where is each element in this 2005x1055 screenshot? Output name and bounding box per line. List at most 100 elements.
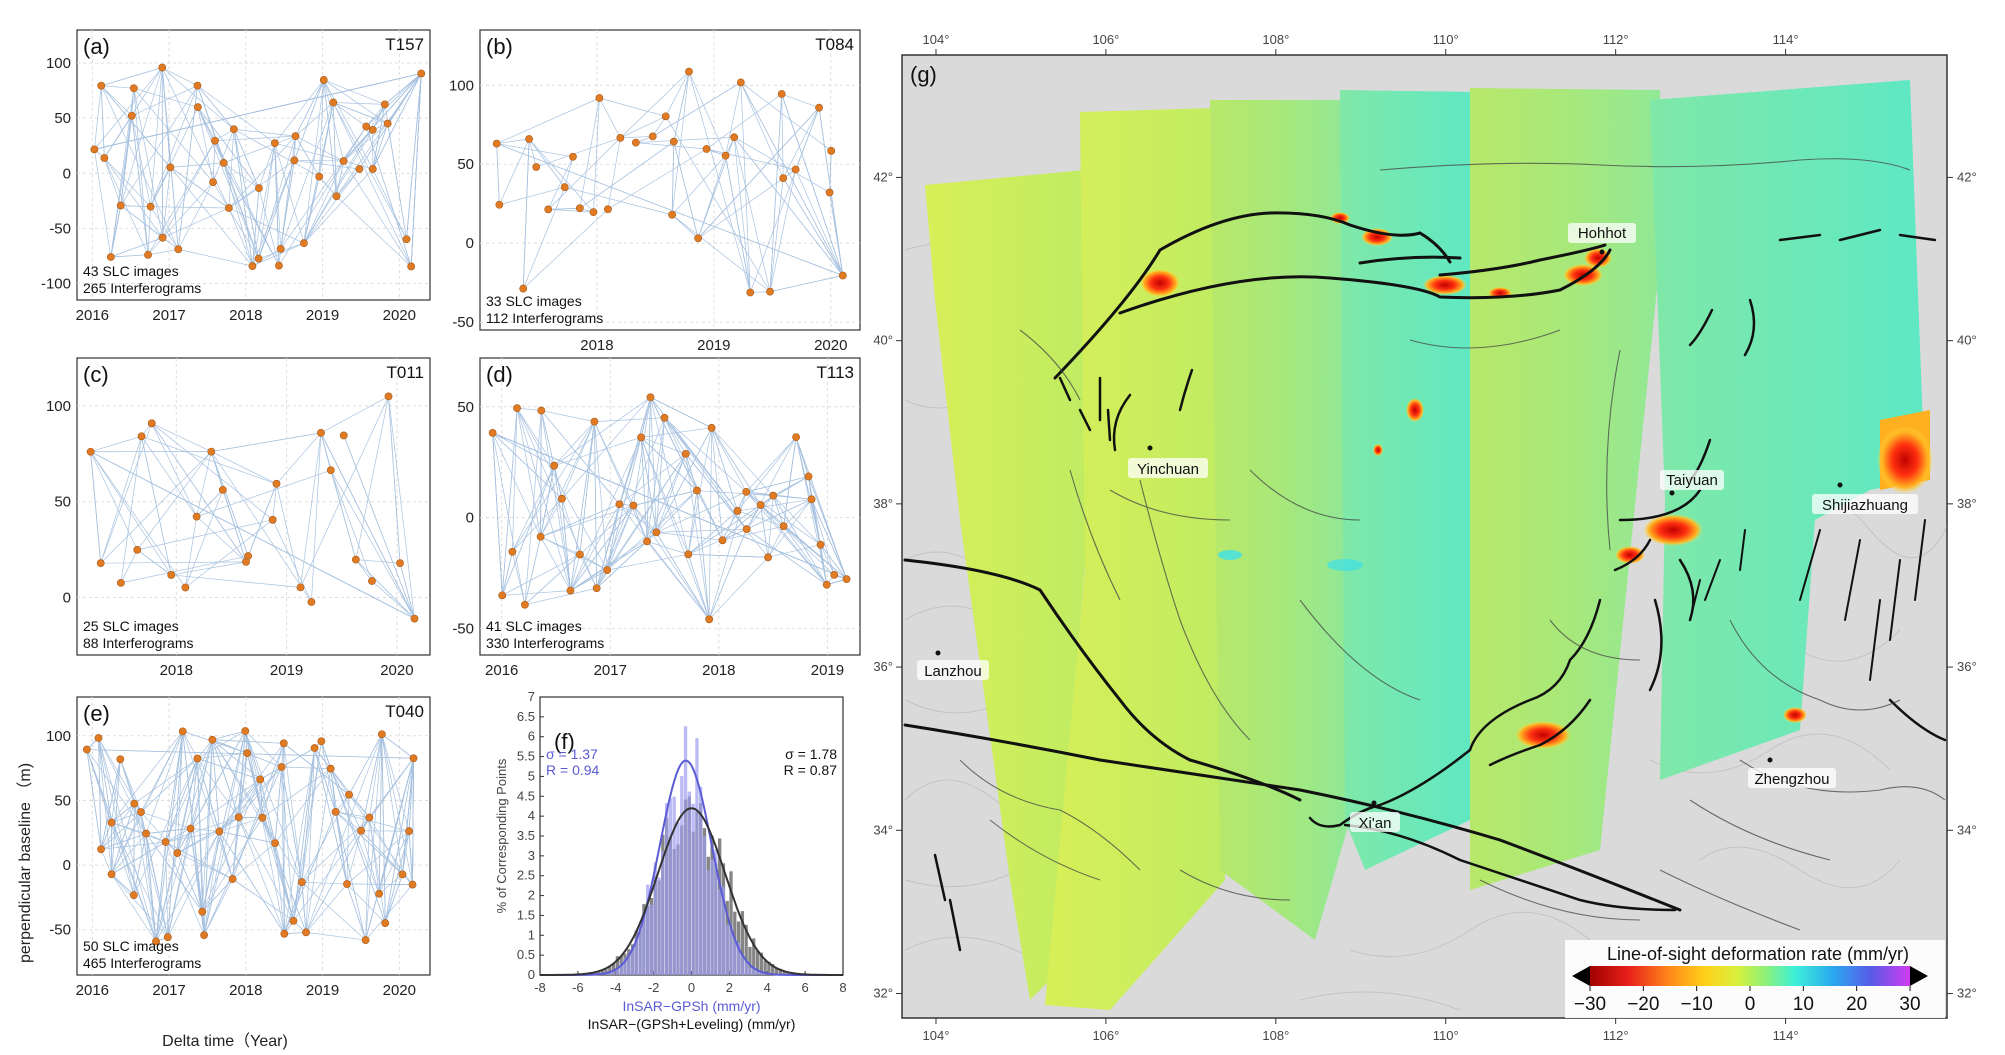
y-tick-label: -50: [49, 220, 71, 237]
interferogram-line: [501, 551, 513, 596]
interferogram-line: [522, 187, 566, 289]
interferogram-line: [769, 169, 796, 292]
interferogram-line: [232, 817, 240, 880]
interferogram-line: [100, 833, 147, 850]
interferogram-line: [104, 157, 163, 238]
scene-point: [229, 125, 238, 134]
interferogram-line: [111, 803, 135, 823]
interferogram-line: [294, 160, 360, 170]
xlabel-gpsh: InSAR−GPSh (mm/yr): [622, 998, 760, 1014]
scene-point: [368, 165, 377, 173]
interferogram-line: [295, 135, 320, 177]
interferogram-line: [570, 554, 581, 591]
interferogram-line: [294, 160, 344, 162]
interferogram-line: [98, 738, 102, 850]
hist-bar-gpsh: [691, 803, 695, 975]
panel-note: 41 SLC images: [486, 618, 582, 634]
interferogram-line: [283, 743, 285, 934]
interferogram-line: [133, 758, 198, 896]
interferogram-line: [305, 817, 370, 933]
scene-point: [297, 878, 306, 887]
interferogram-line: [110, 254, 149, 258]
scene-point: [130, 799, 139, 808]
interferogram-line: [664, 417, 687, 455]
scene-point: [595, 94, 604, 102]
interferogram-line: [147, 206, 151, 255]
scene-point: [276, 245, 285, 253]
interferogram-line: [233, 128, 320, 177]
interferogram-line: [223, 162, 259, 259]
interferogram-line: [596, 541, 648, 589]
scene-point: [291, 132, 300, 141]
interferogram-line: [162, 207, 229, 239]
lon-tick-label-bottom: 112°: [1603, 1028, 1629, 1043]
interferogram-line: [733, 137, 771, 292]
scene-point: [646, 393, 655, 402]
hist-bar-combined: [729, 871, 733, 975]
interferogram-line: [381, 734, 413, 885]
x-tick-label: 8: [839, 980, 846, 995]
stat-combined: σ = 1.78: [785, 746, 837, 762]
x-tick-label: 2019: [306, 307, 339, 324]
x-tick-label: 2017: [152, 982, 185, 999]
x-tick-label: 2019: [811, 662, 844, 679]
scene-point: [705, 615, 714, 624]
interferogram-line: [196, 489, 224, 517]
interferogram-line: [323, 79, 337, 197]
interferogram-line: [323, 79, 334, 103]
interferogram-line: [671, 141, 675, 215]
x-tick-label: -4: [610, 980, 622, 995]
interferogram-line: [369, 817, 403, 875]
interferogram-line: [274, 143, 282, 249]
interferogram-line: [104, 157, 149, 255]
lat-tick-label-left: 42°: [873, 169, 893, 184]
xlabel-delta-time: Delta time（Year): [162, 1032, 288, 1050]
hotspot: [1515, 721, 1571, 749]
interferogram-line: [223, 162, 253, 267]
interferogram-line: [650, 397, 657, 533]
scene-point: [730, 133, 739, 142]
interferogram-line: [501, 408, 518, 596]
interferogram-line: [303, 168, 360, 244]
city-taiyuan: Taiyuan: [1660, 470, 1724, 496]
interferogram-line: [740, 82, 844, 276]
interferogram-line: [219, 831, 276, 844]
interferogram-line: [412, 758, 414, 885]
hist-bar-combined: [752, 938, 756, 975]
interferogram-line: [211, 451, 312, 603]
interferogram-line: [185, 516, 197, 588]
x-tick-label: 2017: [594, 662, 627, 679]
interferogram-line: [355, 559, 373, 582]
scene-point: [357, 826, 366, 835]
x-tick-label: 2020: [383, 307, 416, 324]
scene-point: [289, 916, 298, 925]
y-tick-label: 3: [528, 848, 535, 863]
interferogram-line: [620, 71, 690, 139]
interferogram-line: [197, 739, 213, 759]
interferogram-line: [737, 498, 812, 512]
scene-point: [362, 122, 371, 131]
interferogram-line: [343, 73, 422, 162]
interferogram-line: [233, 129, 253, 267]
interferogram-line: [540, 498, 563, 537]
interferogram-line: [599, 97, 621, 139]
interferogram-line: [223, 162, 260, 189]
x-tick-label: 4: [764, 980, 771, 995]
y-tick-label: 100: [46, 728, 71, 745]
panel-note: 50 SLC images: [83, 938, 179, 954]
interferogram-line: [760, 476, 809, 506]
panel-d: 2016 2017 2018 2019 -50 0 50 (d) T113 41 SLC imag…: [452, 357, 861, 679]
interferogram-line: [262, 817, 303, 883]
interferogram-line: [281, 766, 303, 883]
city-xian: Xi'an: [1350, 800, 1400, 832]
interferogram-line: [688, 528, 747, 555]
colorbar-ticks: −30 −20 −10 0 10 20 30: [1574, 986, 1921, 1015]
interferogram-line: [524, 587, 597, 606]
scene-point: [375, 889, 384, 898]
scene-point: [317, 429, 325, 437]
colorbar: Line-of-sight deformation rate (mm/yr) −…: [1565, 940, 1945, 1018]
interferogram-line: [272, 483, 277, 520]
interferogram-line: [245, 730, 282, 768]
interferogram-line: [301, 747, 315, 883]
interferogram-line: [100, 436, 142, 564]
